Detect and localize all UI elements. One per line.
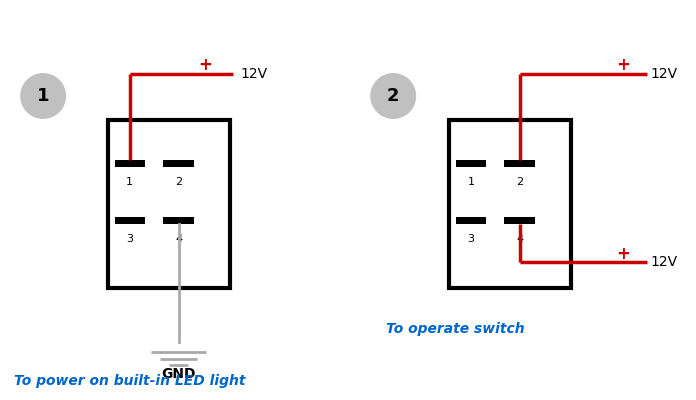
Text: +: + <box>616 245 630 263</box>
Text: 3: 3 <box>467 234 475 244</box>
Text: +: + <box>198 56 212 74</box>
Text: 12V: 12V <box>651 67 678 81</box>
Bar <box>456 160 486 167</box>
Text: 2: 2 <box>175 177 182 187</box>
Bar <box>456 218 486 224</box>
Text: 1: 1 <box>37 87 49 105</box>
Text: 1: 1 <box>467 177 475 187</box>
Ellipse shape <box>21 74 65 118</box>
Text: 2: 2 <box>516 177 523 187</box>
Text: 4: 4 <box>175 234 182 244</box>
Text: 1: 1 <box>126 177 134 187</box>
Bar <box>115 160 145 167</box>
Bar <box>164 218 193 224</box>
Text: To power on built-in LED light: To power on built-in LED light <box>14 374 246 388</box>
Bar <box>449 120 571 288</box>
Bar <box>505 160 535 167</box>
Text: +: + <box>616 56 630 74</box>
Bar <box>505 218 535 224</box>
Text: 12V: 12V <box>651 255 678 269</box>
Ellipse shape <box>371 74 416 118</box>
Text: 2: 2 <box>387 87 400 105</box>
Bar <box>115 218 145 224</box>
Bar <box>164 160 193 167</box>
Text: GND: GND <box>161 367 196 381</box>
Text: 4: 4 <box>516 234 523 244</box>
Text: 3: 3 <box>126 234 134 244</box>
Text: To operate switch: To operate switch <box>386 322 525 336</box>
Text: 12V: 12V <box>240 67 267 81</box>
Bar <box>108 120 230 288</box>
